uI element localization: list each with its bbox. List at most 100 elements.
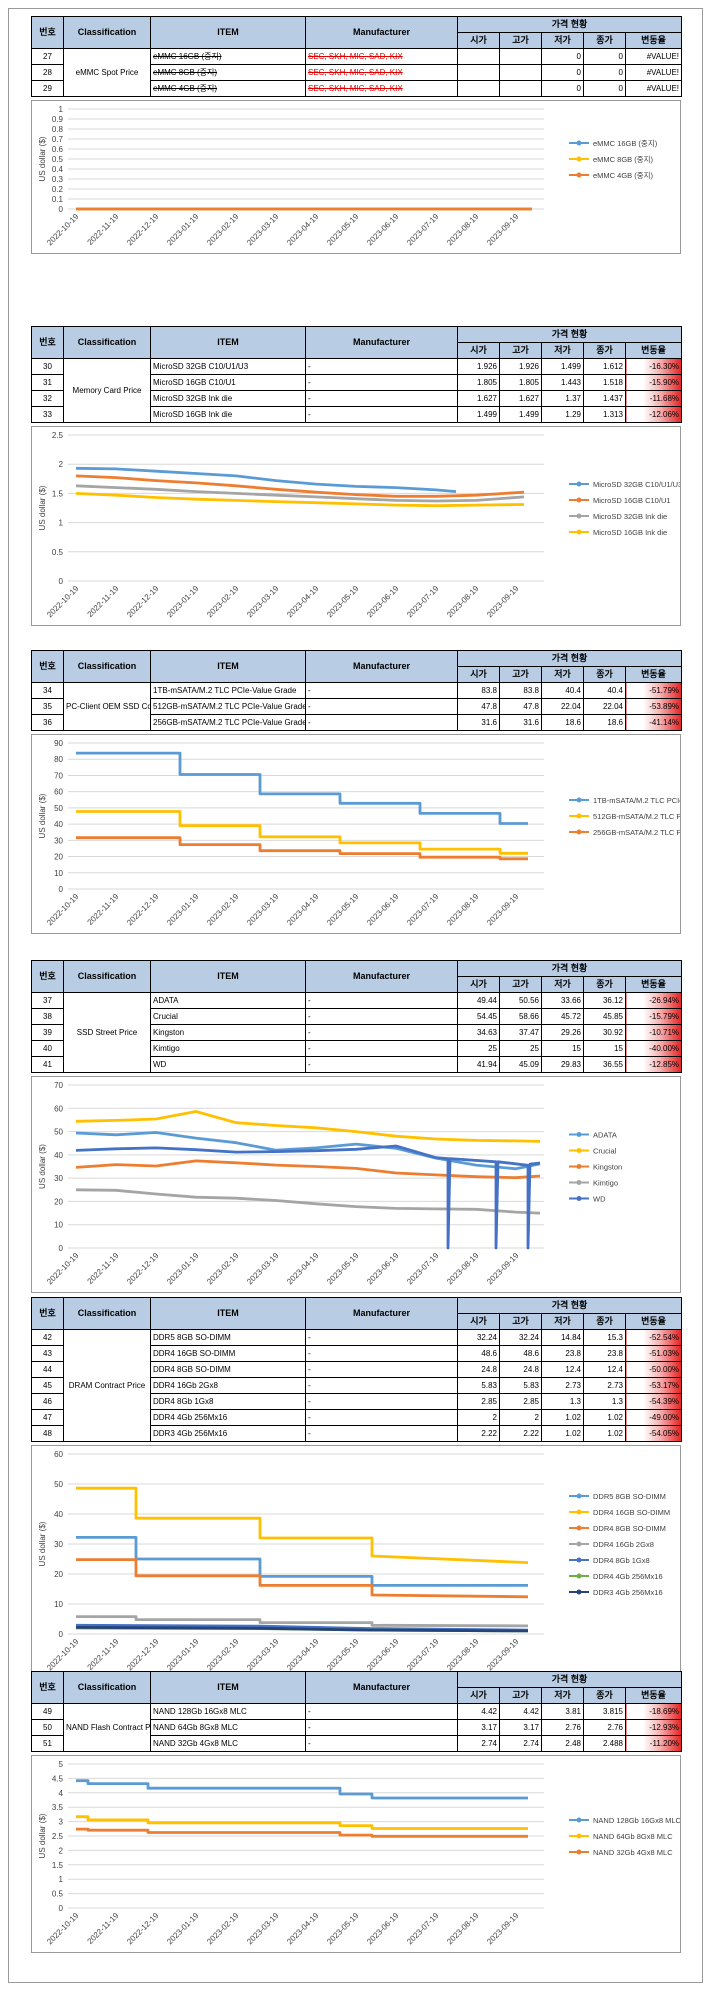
y-tick-label: 0 xyxy=(59,1630,64,1639)
chart-svg: 0 0.5 1 1.5 2 2.5 3 3.5 4 4.5 5 US dollar ($) 2022-1… xyxy=(38,1760,680,1947)
x-tick-label: 2023-06-19 xyxy=(365,212,401,248)
close-price: 12.4 xyxy=(583,1361,626,1378)
change-rate: -16.30% xyxy=(625,358,682,375)
table-row: 48 DDR3 4Gb 256Mx16-2.22 2.22 1.02 1.02 -54.0… xyxy=(31,1425,682,1442)
x-tick-label: 2023-04-19 xyxy=(285,892,321,928)
manufacturer-name: - xyxy=(308,1739,311,1748)
series-line xyxy=(75,492,525,508)
header-low: 저가 xyxy=(541,1687,584,1704)
manufacturer-name: - xyxy=(308,1028,311,1037)
legend-label: 256GB-mSATA/M.2 TLC PCIe-Value Grade xyxy=(593,828,680,837)
header-low: 저가 xyxy=(541,342,584,359)
close-price: 3.815 xyxy=(583,1703,626,1720)
header-price-status: 가격 현황 xyxy=(457,960,682,977)
classification-cell: SSD Street Price xyxy=(63,992,151,1073)
header-no: 번호 xyxy=(31,1671,64,1704)
open-price: 48.6 xyxy=(457,1345,500,1362)
high-price: 2.74 xyxy=(499,1735,542,1752)
header-item: ITEM xyxy=(150,326,306,359)
y-tick-label: 3.5 xyxy=(52,1803,64,1812)
x-tick-label: 2023-01-19 xyxy=(165,584,201,620)
high-price: 48.6 xyxy=(499,1345,542,1362)
y-tick-label: 0.5 xyxy=(52,155,64,164)
manufacturer-cell: - xyxy=(305,1425,458,1442)
y-tick-label: 0 xyxy=(59,885,64,894)
high-price: 3.17 xyxy=(499,1719,542,1736)
chart-svg: 00.511.522.5US dollar ($)2022-10-19 2022-… xyxy=(38,431,680,620)
manufacturer-cell: - xyxy=(305,1703,458,1720)
close-price: 1.02 xyxy=(583,1409,626,1426)
line-chart: 0 10 20 30 40 50 60 US dollar ($) 2022-10-19 2022… xyxy=(31,1445,681,1679)
classification-cell: eMMC Spot Price xyxy=(63,48,151,97)
x-tick-label: 2023-09-19 xyxy=(485,892,521,928)
manufacturer-cell: - xyxy=(305,374,458,391)
x-tick-label: 2023-01-19 xyxy=(165,1637,201,1673)
item-name: eMMC 16GB (중지) xyxy=(153,52,222,61)
x-tick-label: 2023-06-19 xyxy=(365,1637,401,1673)
x-tick-label: 2023-05-19 xyxy=(325,1251,361,1287)
high-price xyxy=(499,80,542,97)
y-tick-label: 1.5 xyxy=(52,1861,64,1870)
close-price: 45.85 xyxy=(583,1008,626,1025)
manufacturer-name: - xyxy=(308,410,311,419)
low-price: 2.73 xyxy=(541,1377,584,1394)
header-no: 번호 xyxy=(31,16,64,49)
high-price xyxy=(499,48,542,65)
x-tick-label: 2022-10-19 xyxy=(45,584,81,620)
header-high: 고가 xyxy=(499,1313,542,1330)
legend-label: eMMC 16GB (중지) xyxy=(593,139,658,148)
price-table: 번호 Classification ITEM Manufacturer 가격 현황 시가 고… xyxy=(31,16,682,97)
x-tick-label: 2023-06-19 xyxy=(365,1251,401,1287)
row-number: 31 xyxy=(31,374,64,391)
y-tick-label: 50 xyxy=(54,804,63,813)
low-price: 12.4 xyxy=(541,1361,584,1378)
manufacturer-name: - xyxy=(308,1349,311,1358)
low-price: 1.499 xyxy=(541,358,584,375)
high-price: 25 xyxy=(499,1040,542,1057)
manufacturer-cell: - xyxy=(305,1719,458,1736)
open-price xyxy=(457,64,500,81)
legend-marker xyxy=(576,140,582,146)
legend-marker xyxy=(576,1817,582,1823)
manufacturer-name: - xyxy=(308,686,311,695)
y-tick-label: 10 xyxy=(54,1221,63,1230)
low-price: 1.443 xyxy=(541,374,584,391)
item-name: 1TB-mSATA/M.2 TLC PCIe-Value Grade xyxy=(153,686,297,695)
open-price: 47.8 xyxy=(457,698,500,715)
y-tick-label: 0.8 xyxy=(52,125,64,134)
open-price: 49.44 xyxy=(457,992,500,1009)
series-line xyxy=(75,474,525,498)
open-price xyxy=(457,80,500,97)
close-price: 1.313 xyxy=(583,406,626,423)
x-tick-label: 2023-08-19 xyxy=(445,212,481,248)
series-line xyxy=(75,1159,541,1180)
section-block: 번호 Classification ITEM Manufacturer 가격 현황 시가 고… xyxy=(31,960,682,1293)
section-block: 번호 Classification ITEM Manufacturer 가격 현황 시가 고… xyxy=(31,1297,682,1679)
high-price: 1.627 xyxy=(499,390,542,407)
y-axis-label: US dollar ($) xyxy=(38,1813,47,1858)
series-line xyxy=(76,810,528,855)
manufacturer-cell: - xyxy=(305,358,458,375)
legend-label: MicroSD 16GB C10/U1 xyxy=(593,496,671,505)
item-cell: MicroSD 16GB C10/U1 xyxy=(150,374,306,391)
close-price: 36.55 xyxy=(583,1056,626,1073)
low-price: 1.02 xyxy=(541,1409,584,1426)
item-cell: WD xyxy=(150,1056,306,1073)
header-close: 종가 xyxy=(583,32,626,49)
change-rate: -12.85% xyxy=(625,1056,682,1073)
item-cell: eMMC 4GB (중지) xyxy=(150,80,306,97)
header-item: ITEM xyxy=(150,960,306,993)
close-price: 1.3 xyxy=(583,1393,626,1410)
legend-label: MicroSD 32GB Ink die xyxy=(593,512,667,521)
legend-label: eMMC 8GB (중지) xyxy=(593,155,654,164)
legend-marker xyxy=(576,1849,582,1855)
item-name: DDR4 8Gb 1Gx8 xyxy=(153,1397,214,1406)
row-number: 39 xyxy=(31,1024,64,1041)
legend-label: ADATA xyxy=(593,1131,617,1140)
legend-label: DDR3 4Gb 256Mx16 xyxy=(593,1588,663,1597)
change-rate: -26.94% xyxy=(625,992,682,1009)
y-tick-label: 0.4 xyxy=(52,165,64,174)
header-open: 시가 xyxy=(457,666,500,683)
x-tick-label: 2023-07-19 xyxy=(405,1911,441,1947)
table-subheader-row: 시가 고가 저가 종가 변동율 xyxy=(32,666,682,683)
